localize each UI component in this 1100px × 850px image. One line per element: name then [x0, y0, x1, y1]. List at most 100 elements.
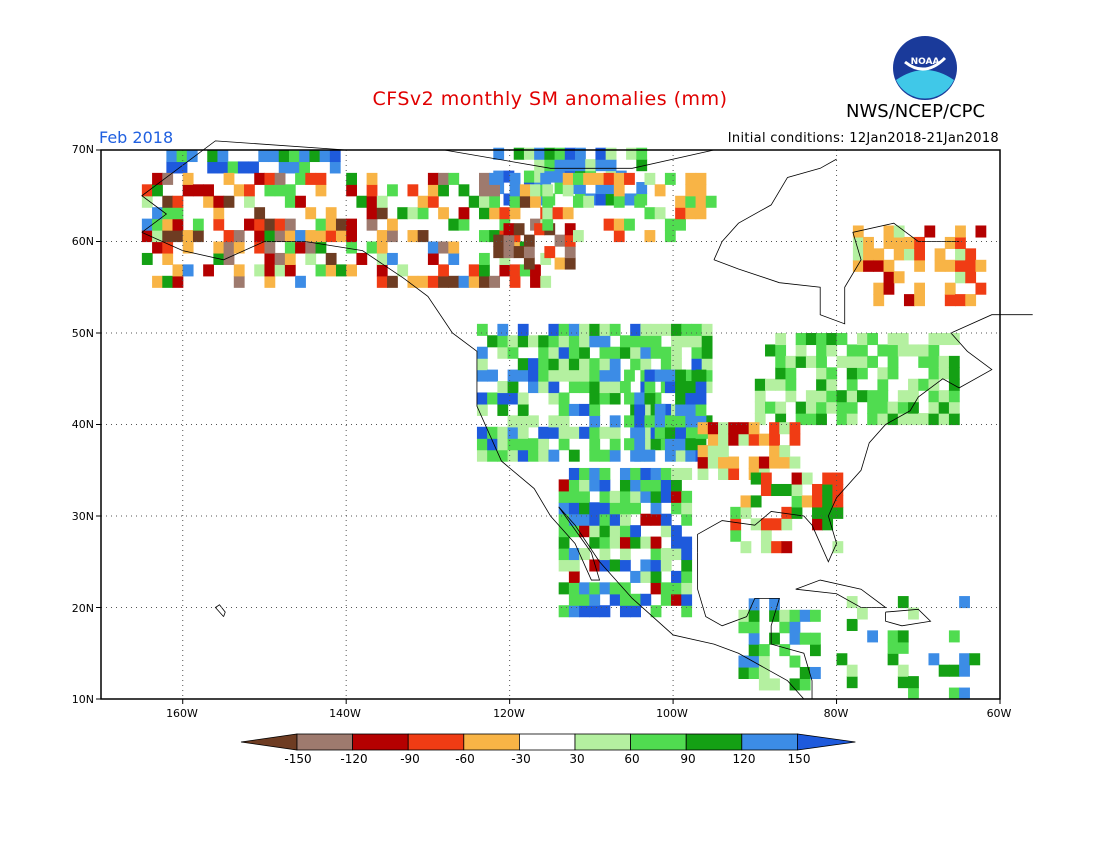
- anomaly-cell: [664, 449, 676, 462]
- anomaly-cell: [305, 241, 317, 254]
- anomaly-cell: [826, 390, 838, 403]
- anomaly-cell: [583, 195, 595, 208]
- colorbar-arrow-high: [797, 733, 856, 751]
- anomaly-cell: [538, 358, 550, 371]
- anomaly-cell: [538, 426, 550, 439]
- anomaly-cell: [192, 184, 204, 197]
- anomaly-cell: [213, 195, 225, 208]
- coastline: [697, 552, 813, 699]
- anomaly-cell: [528, 449, 539, 462]
- anomaly-cell: [897, 401, 909, 414]
- coastline: [141, 140, 715, 233]
- anomaly-cell: [867, 333, 879, 346]
- anomaly-cell: [965, 259, 977, 272]
- anomaly-cell: [624, 392, 635, 405]
- anomaly-cell: [644, 230, 656, 243]
- anomaly-cell: [589, 335, 601, 348]
- anomaly-cell: [599, 548, 611, 561]
- anomaly-cell: [816, 344, 827, 357]
- colorbar-swatch: [463, 733, 520, 751]
- anomaly-cell: [959, 664, 970, 677]
- anomaly-cell: [264, 172, 276, 185]
- anomaly-cell: [748, 433, 760, 446]
- anomaly-cell: [376, 195, 388, 208]
- anomaly-cell: [274, 230, 286, 243]
- anomaly-cell: [816, 390, 827, 403]
- anomaly-cell: [548, 381, 560, 394]
- anomaly-cell: [376, 252, 388, 265]
- anomaly-cell: [918, 378, 930, 391]
- anomaly-cell: [172, 230, 184, 243]
- anomaly-cell: [644, 172, 656, 185]
- anomaly-cell: [609, 392, 621, 405]
- anomaly-cell: [883, 225, 895, 238]
- anomaly-cell: [893, 236, 905, 249]
- anomaly-cell: [754, 378, 766, 391]
- anomaly-cell: [887, 630, 899, 643]
- anomaly-cell: [305, 252, 317, 265]
- anomaly-cell: [675, 207, 686, 220]
- anomaly-cell: [162, 241, 174, 254]
- anomaly-cell: [908, 344, 919, 357]
- anomaly-cell: [605, 182, 617, 195]
- anomaly-cell: [928, 390, 940, 403]
- anomaly-cell: [579, 426, 590, 439]
- anomaly-cell: [681, 536, 693, 549]
- anomaly-cell: [568, 605, 580, 618]
- anomaly-cell: [366, 241, 378, 254]
- lon-label-140w: 140W: [329, 707, 361, 720]
- colorbar-label: 30: [569, 752, 585, 766]
- anomaly-cell: [579, 346, 590, 359]
- anomaly-cell: [509, 184, 521, 197]
- anomaly-cell: [534, 223, 545, 236]
- anomaly-cell: [903, 248, 915, 261]
- anomaly-cell: [538, 449, 550, 462]
- anomaly-cell: [965, 248, 977, 261]
- anomaly-cell: [695, 369, 707, 382]
- anomaly-cell: [182, 172, 194, 185]
- anomaly-cell: [781, 506, 793, 519]
- anomaly-cell: [650, 479, 662, 492]
- anomaly-cell: [671, 335, 682, 348]
- anomaly-cell: [730, 529, 742, 542]
- anomaly-cell: [619, 381, 631, 394]
- anomaly-cell: [346, 184, 357, 197]
- anomaly-cell: [718, 445, 729, 458]
- anomaly-cell: [244, 218, 255, 231]
- anomaly-cell: [836, 333, 848, 346]
- anomaly-cell: [948, 401, 960, 414]
- anomaly-cell: [284, 230, 296, 243]
- anomaly-cell: [152, 207, 163, 220]
- anomaly-cell: [427, 252, 439, 265]
- anomaly-cell: [558, 415, 570, 428]
- anomaly-cell: [619, 335, 631, 348]
- anomaly-cell: [152, 275, 163, 288]
- anomaly-cell: [523, 234, 535, 247]
- anomaly-cell: [779, 644, 791, 657]
- anomaly-cell: [579, 582, 590, 595]
- anomaly-cell: [852, 259, 864, 272]
- anomaly-cell: [705, 195, 717, 208]
- anomaly-cell: [503, 193, 515, 206]
- anomaly-cell: [769, 445, 780, 458]
- anomaly-cell: [769, 632, 780, 645]
- anomaly-cell: [538, 335, 550, 348]
- anomaly-cell: [562, 207, 574, 220]
- anomaly-cell: [476, 346, 488, 359]
- anomaly-cell: [376, 264, 388, 277]
- anomaly-cell: [685, 184, 697, 197]
- anomaly-cell: [558, 392, 570, 405]
- anomaly-cell: [346, 264, 357, 277]
- anomaly-cell: [295, 275, 306, 288]
- anomaly-cell: [207, 161, 219, 174]
- anomaly-cell: [897, 344, 909, 357]
- anomaly-cell: [944, 259, 956, 272]
- anomaly-cell: [254, 172, 266, 185]
- anomaly-cell: [233, 264, 245, 277]
- anomaly-cell: [846, 618, 858, 631]
- anomaly-cell: [650, 548, 662, 561]
- anomaly-cell: [660, 559, 672, 572]
- anomaly-cell: [233, 241, 245, 254]
- anomaly-cell: [387, 275, 398, 288]
- anomaly-cell: [695, 415, 707, 428]
